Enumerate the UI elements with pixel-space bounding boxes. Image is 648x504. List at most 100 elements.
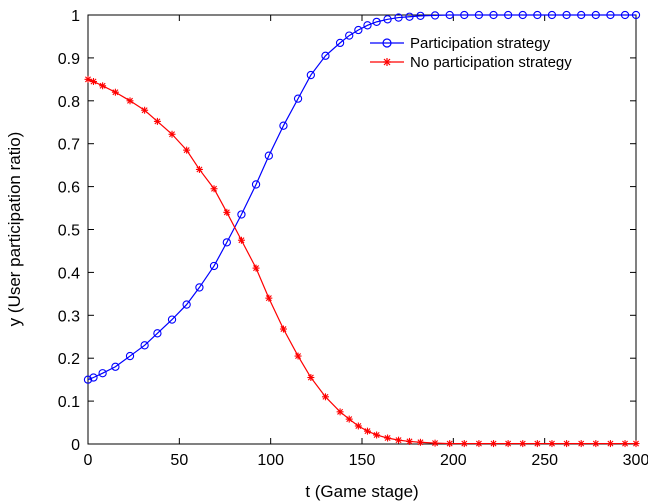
data-point-no-participation <box>490 440 498 448</box>
x-tick-label: 100 <box>257 452 284 469</box>
data-point-no-participation <box>519 440 527 448</box>
data-point-participation <box>383 15 392 24</box>
data-point-no-participation <box>606 440 614 448</box>
data-point-participation <box>195 283 204 292</box>
data-point-no-participation <box>84 75 92 83</box>
data-point-no-participation <box>632 440 640 448</box>
data-point-participation <box>264 151 273 160</box>
x-tick-label: 0 <box>84 452 93 469</box>
x-tick-label: 200 <box>440 452 467 469</box>
y-tick-label: 0.6 <box>58 180 80 197</box>
data-point-participation <box>518 10 527 20</box>
data-point-participation <box>321 51 330 60</box>
data-point-participation <box>606 10 615 20</box>
data-point-participation <box>591 10 600 20</box>
legend-marker-no-participation <box>383 58 391 66</box>
axis-ticks: 0 50 100 150 200 250 300 0 0.1 0.2 0.3 0.4 0.5 0.6 0.7… <box>58 8 648 469</box>
data-point-no-participation <box>336 408 344 416</box>
data-point-no-participation <box>99 82 107 90</box>
data-point-no-participation <box>265 294 273 302</box>
data-point-no-participation <box>294 352 302 360</box>
x-axis-label: t (Game stage) <box>305 482 418 501</box>
data-point-no-participation <box>321 393 329 401</box>
y-axis-label: y (User participation ratio) <box>5 132 24 327</box>
data-point-participation <box>293 94 303 103</box>
data-point-participation <box>89 373 98 382</box>
y-tick-label: 0 <box>71 437 80 454</box>
data-point-no-participation <box>563 440 571 448</box>
data-point-no-participation <box>183 146 191 154</box>
data-point-participation <box>153 329 162 338</box>
data-point-participation <box>489 10 498 20</box>
data-point-no-participation <box>431 439 439 447</box>
data-point-no-participation <box>592 440 600 448</box>
data-point-no-participation <box>354 422 362 430</box>
data-point-participation <box>279 121 288 130</box>
legend-label-participation: Participation strategy <box>410 35 551 52</box>
data-point-participation <box>237 210 246 219</box>
data-point-no-participation <box>621 440 629 448</box>
data-point-participation <box>182 300 191 309</box>
y-tick-label: 0.5 <box>58 223 80 240</box>
data-point-participation <box>125 351 135 361</box>
data-point-participation <box>503 10 513 20</box>
data-point-no-participation <box>533 440 541 448</box>
data-point-no-participation <box>237 236 245 244</box>
data-point-participation <box>533 10 542 20</box>
data-point-participation <box>474 10 484 20</box>
data-point-participation <box>620 10 630 20</box>
data-point-participation <box>345 31 354 40</box>
data-point-participation <box>140 341 149 350</box>
data-point-no-participation <box>475 440 483 448</box>
data-point-no-participation <box>195 165 203 173</box>
data-point-participation <box>222 238 231 247</box>
data-point-participation <box>547 10 557 20</box>
data-point-no-participation <box>111 88 119 96</box>
y-tick-label: 0.8 <box>58 94 80 111</box>
data-point-no-participation <box>345 415 353 423</box>
data-point-participation <box>460 10 469 20</box>
data-point-participation <box>306 70 316 80</box>
data-point-participation <box>416 11 425 21</box>
data-point-participation <box>405 12 414 21</box>
data-point-participation <box>430 11 440 20</box>
data-point-no-participation <box>384 434 392 442</box>
data-point-participation <box>335 38 345 48</box>
x-tick-label: 50 <box>170 452 188 469</box>
data-point-no-participation <box>460 440 468 448</box>
x-tick-label: 300 <box>623 452 648 469</box>
data-point-participation <box>363 21 372 30</box>
data-point-no-participation <box>405 437 413 445</box>
series-line-0 <box>87 14 636 381</box>
data-point-no-participation <box>89 77 97 85</box>
data-point-participation <box>83 375 93 384</box>
data-point-participation <box>394 13 403 22</box>
data-point-participation <box>445 10 454 20</box>
legend-marker-participation <box>382 38 392 48</box>
data-point-no-participation <box>504 440 512 448</box>
data-point-participation <box>577 10 586 20</box>
data-point-no-participation <box>168 130 176 138</box>
data-point-no-participation <box>446 440 454 448</box>
series-markers <box>83 10 641 448</box>
data-point-no-participation <box>153 117 161 125</box>
y-tick-label: 1 <box>71 8 80 25</box>
data-point-participation <box>167 315 177 324</box>
data-point-participation <box>354 25 363 35</box>
data-point-no-participation <box>307 374 315 382</box>
data-point-participation <box>251 180 261 189</box>
y-tick-label: 0.1 <box>58 394 80 411</box>
legend: Participation strategy No participation … <box>370 35 572 71</box>
data-point-no-participation <box>416 438 424 446</box>
data-point-participation <box>372 17 381 27</box>
data-point-no-participation <box>252 264 260 272</box>
data-point-participation <box>111 362 120 371</box>
data-point-no-participation <box>141 106 149 114</box>
data-point-participation <box>98 369 107 378</box>
data-point-no-participation <box>279 325 287 333</box>
data-point-no-participation <box>363 427 371 435</box>
data-point-no-participation <box>373 431 381 439</box>
data-point-participation <box>631 10 641 20</box>
data-point-no-participation <box>548 440 556 448</box>
